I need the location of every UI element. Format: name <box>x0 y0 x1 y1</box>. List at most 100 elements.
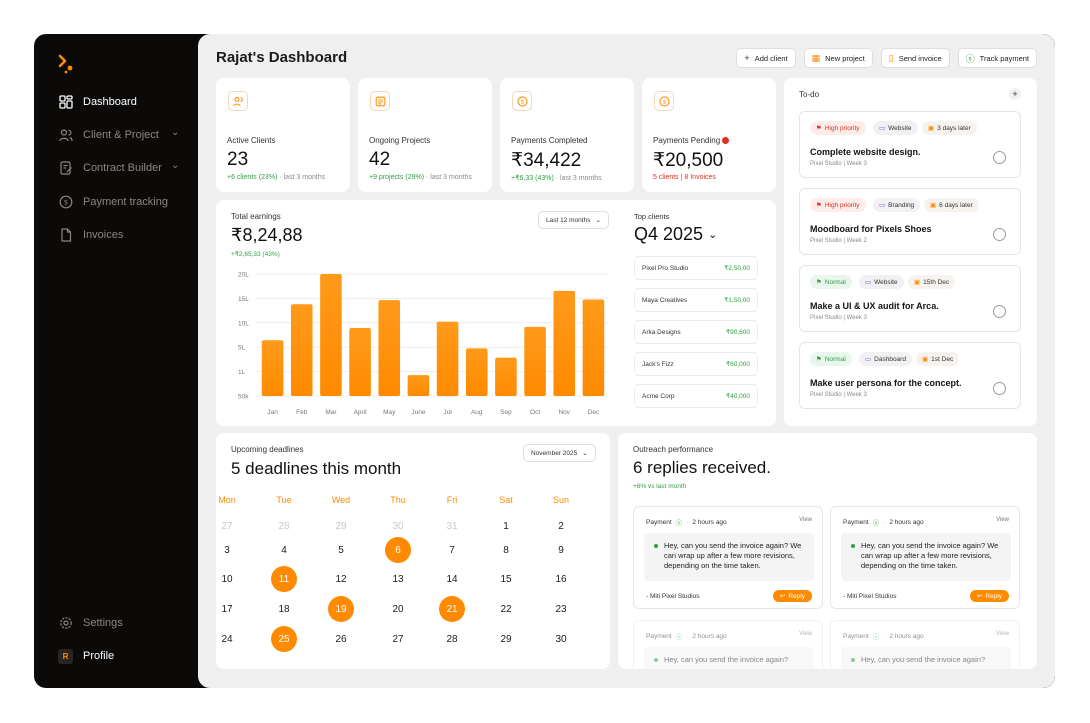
view-link[interactable]: View <box>996 517 1009 523</box>
calendar-day[interactable]: 27 <box>221 520 233 532</box>
sidebar-item-client-project[interactable]: Client & Project ⌄ <box>58 124 179 146</box>
calendar-day[interactable]: 27 <box>392 633 404 645</box>
calendar-day[interactable]: 1 <box>503 520 509 532</box>
chart-bar-sep[interactable] <box>495 357 517 396</box>
calendar-day[interactable]: 20 <box>392 603 404 615</box>
message-time: 2 hours ago <box>692 632 727 640</box>
calendar-day[interactable]: 11 <box>271 566 297 592</box>
chart-bar-jan[interactable] <box>261 340 284 396</box>
chart-bar-may[interactable] <box>378 300 401 396</box>
calendar-day[interactable]: 23 <box>555 603 567 615</box>
chart-bar-feb[interactable] <box>290 304 313 396</box>
view-link[interactable]: View <box>996 631 1009 637</box>
calendar-day[interactable]: 10 <box>221 573 233 585</box>
list-item[interactable]: Maya Creatives ₹1,50,00 <box>634 288 758 312</box>
sidebar-item-contract-builder[interactable]: Contract Builder ⌄ <box>58 157 179 179</box>
calendar-day[interactable]: 13 <box>392 573 404 585</box>
message-card[interactable]: Payment ⓢ · 2 hours ago View Hey, can you s… <box>830 620 1020 669</box>
chevron-down-icon[interactable]: ⌄ <box>171 127 180 138</box>
sidebar-item-invoices[interactable]: Invoices <box>58 224 123 246</box>
calendar-day[interactable]: 7 <box>449 544 455 556</box>
calendar-day[interactable]: 3 <box>224 544 230 556</box>
view-link[interactable]: View <box>799 517 812 523</box>
todo-item[interactable]: ⚑ High priority ▭ Website ▣ 3 days later Co… <box>799 111 1021 178</box>
calendar-day[interactable]: 24 <box>221 633 233 645</box>
reply-button[interactable]: ↩ Reply <box>772 590 812 602</box>
calendar-day[interactable]: 14 <box>446 573 458 585</box>
calendar-day[interactable]: 19 <box>328 596 354 622</box>
calendar-day[interactable]: 28 <box>446 633 458 645</box>
calendar-day[interactable]: 5 <box>338 544 344 556</box>
calendar-day[interactable]: 28 <box>278 520 290 532</box>
chart-bar-aug[interactable] <box>465 348 488 396</box>
earnings-range-select[interactable]: Last 12 months ⌄ <box>538 211 609 229</box>
calendar-day[interactable]: 30 <box>555 633 567 645</box>
calendar-day[interactable]: 31 <box>446 520 458 532</box>
calendar-day[interactable]: 22 <box>500 603 512 615</box>
x-tick-label: Aug <box>471 409 483 416</box>
calendar-day[interactable]: 9 <box>558 544 564 556</box>
top-clients-period-select[interactable]: Q4 2025 ⌄ <box>634 224 718 244</box>
message-body: Hey, can you send the invoice again? We … <box>644 533 814 581</box>
new-project-button[interactable]: ▦ New project <box>803 48 873 68</box>
stat-value: ₹20,500 <box>653 150 724 171</box>
calendar-day[interactable]: 18 <box>278 603 290 615</box>
chart-bar-june[interactable] <box>407 375 430 396</box>
stat-value: 23 <box>227 149 249 170</box>
chart-bar-jul[interactable] <box>436 321 459 396</box>
reply-button[interactable]: ↩ Reply <box>969 590 1009 602</box>
due-badge: ▣ 15th Dec <box>908 275 956 289</box>
list-item[interactable]: Jack's Fizz ₹60,000 <box>634 352 758 376</box>
chevron-down-icon[interactable]: ⌄ <box>171 160 180 171</box>
add-client-button[interactable]: + Add client <box>736 48 796 68</box>
calendar-day[interactable]: 4 <box>281 544 287 556</box>
weekday-label: Sun <box>552 495 569 505</box>
calendar-day[interactable]: 25 <box>271 626 297 652</box>
calendar-day[interactable]: 17 <box>221 603 233 615</box>
calendar-day[interactable]: 6 <box>385 537 411 563</box>
track-payment-button[interactable]: ⓢ Track payment <box>957 48 1037 68</box>
chart-bar-april[interactable] <box>349 328 371 396</box>
calendar-day[interactable]: 30 <box>392 520 404 532</box>
calendar-day[interactable]: 26 <box>335 633 347 645</box>
sidebar-item-payment-tracking[interactable]: $ Payment tracking <box>58 191 168 213</box>
send-invoice-button[interactable]: ▯ Send invoice <box>880 48 950 68</box>
svg-text:$: $ <box>662 99 666 105</box>
list-item[interactable]: Pixel Pro Studio ₹2,50,00 <box>634 256 758 280</box>
chart-bar-mar[interactable] <box>320 274 342 396</box>
message-card[interactable]: Payment ⓢ · 2 hours ago View Hey, can you s… <box>633 506 823 609</box>
x-tick-label: Sep <box>500 409 512 416</box>
todo-item[interactable]: ⚑ High priority ▭ Branding ▣ 6 days later M… <box>799 188 1021 255</box>
todo-item[interactable]: ⚑ Normal ▭ Website ▣ 15th Dec Make a UI & U… <box>799 265 1021 332</box>
sidebar-item-profile[interactable]: R Profile <box>58 645 114 667</box>
y-tick-label: 5L <box>238 345 246 352</box>
chart-bar-oct[interactable] <box>524 326 546 396</box>
view-link[interactable]: View <box>799 631 812 637</box>
list-item[interactable]: Acme Corp ₹40,000 <box>634 384 758 408</box>
todo-item[interactable]: ⚑ Normal ▭ Dashboard ▣ 1st Dec Make user pe… <box>799 342 1021 409</box>
todo-checkbox[interactable] <box>993 382 1006 395</box>
calendar-day[interactable]: 16 <box>555 573 567 585</box>
month-select[interactable]: November 2025 ⌄ <box>523 444 596 462</box>
todo-checkbox[interactable] <box>993 151 1006 164</box>
chart-bar-nov[interactable] <box>553 290 576 396</box>
calendar-day[interactable]: 29 <box>335 520 347 532</box>
sidebar-item-dashboard[interactable]: Dashboard <box>58 91 137 113</box>
reply-icon: ↩ <box>976 593 983 600</box>
calendar-day[interactable]: 2 <box>558 520 564 532</box>
todo-checkbox[interactable] <box>993 228 1006 241</box>
chart-bar-dec[interactable] <box>582 299 605 396</box>
message-card[interactable]: Payment ⓢ · 2 hours ago View Hey, can you s… <box>830 506 1020 609</box>
calendar-day[interactable]: 12 <box>335 573 347 585</box>
todo-checkbox[interactable] <box>993 305 1006 318</box>
add-todo-button[interactable]: + <box>1009 88 1021 100</box>
calendar-day[interactable]: 8 <box>503 544 509 556</box>
message-card[interactable]: Payment ⓢ · 2 hours ago View Hey, can you s… <box>633 620 823 669</box>
list-item[interactable]: Arka Designs ₹90,600 <box>634 320 758 344</box>
calendar-day[interactable]: 29 <box>500 633 512 645</box>
message-from: - Miti Pixel Studios <box>843 593 897 600</box>
calendar-day[interactable]: 21 <box>439 596 465 622</box>
calendar-day[interactable]: 15 <box>500 573 512 585</box>
priority-badge: ⚑ Normal <box>810 275 852 289</box>
sidebar-item-settings[interactable]: Settings <box>58 612 123 634</box>
